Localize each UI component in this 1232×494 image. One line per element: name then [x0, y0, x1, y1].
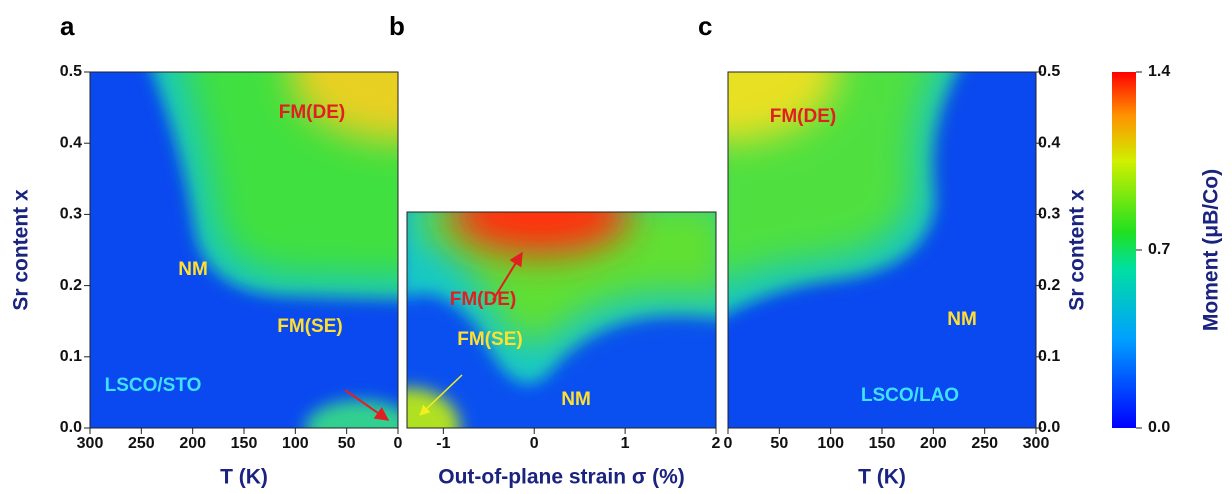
x-axis-label: T (K)	[220, 466, 268, 489]
y-tick-label: 0.0	[1038, 419, 1060, 436]
x-tick-label: 100	[282, 435, 309, 452]
y-tick-label: 0.2	[1038, 277, 1060, 294]
x-tick-label: 50	[338, 435, 356, 452]
y-tick-label: 0.0	[60, 419, 82, 436]
y-axis-label: Sr content x	[1066, 189, 1089, 311]
annotation: FM(SE)	[277, 316, 342, 337]
x-tick-label: 250	[128, 435, 155, 452]
x-tick-label: 250	[971, 435, 998, 452]
annotation: FM(DE)	[279, 102, 345, 123]
y-axis-label: Sr content x	[10, 189, 33, 311]
panel-label: b	[389, 11, 405, 41]
x-tick-label: 150	[231, 435, 258, 452]
x-tick-label: 0	[724, 435, 733, 452]
x-tick-label: 300	[77, 435, 104, 452]
y-tick-label: 0.4	[1038, 134, 1060, 151]
y-tick-label: 0.5	[60, 63, 82, 80]
x-tick-label: 0	[394, 435, 403, 452]
annotation: FM(DE)	[770, 106, 836, 127]
y-tick-label: 0.5	[1038, 63, 1060, 80]
x-tick-label: 100	[817, 435, 844, 452]
colorbar-tick-label: 1.4	[1148, 63, 1170, 80]
y-tick-label: 0.2	[60, 277, 82, 294]
y-tick-label: 0.1	[1038, 348, 1060, 365]
x-tick-label: 1	[621, 435, 630, 452]
colorbar-tick-label: 0.7	[1148, 241, 1170, 258]
arrow	[344, 389, 390, 421]
annotation: FM(SE)	[457, 329, 522, 350]
annotation: LSCO/STO	[105, 375, 202, 396]
colorbar-tick-label: 0.0	[1148, 419, 1170, 436]
y-tick-label: 0.4	[60, 134, 82, 151]
arrow	[419, 374, 463, 416]
annotation: LSCO/LAO	[861, 385, 959, 406]
x-tick-label: 200	[920, 435, 947, 452]
x-tick-label: 2	[712, 435, 721, 452]
panel-label: c	[698, 11, 712, 41]
panel-label: a	[60, 11, 75, 41]
annotation: FM(DE)	[450, 289, 516, 310]
y-tick-label: 0.3	[60, 206, 82, 223]
y-tick-label: 0.3	[1038, 206, 1060, 223]
y-tick-label: 0.1	[60, 348, 82, 365]
arrow	[492, 251, 523, 301]
annotation: NM	[947, 309, 977, 330]
x-axis-label: T (K)	[858, 466, 906, 489]
x-axis-label: Out-of-plane strain σ (%)	[438, 466, 685, 489]
x-tick-label: 50	[770, 435, 788, 452]
x-tick-label: 0	[530, 435, 539, 452]
plot-frame	[406, 211, 717, 429]
colorbar	[1112, 72, 1136, 428]
heatmap-b	[407, 212, 716, 428]
annotation: NM	[178, 259, 208, 280]
heatmap-a	[90, 72, 398, 428]
x-tick-label: -1	[436, 435, 450, 452]
x-tick-label: 150	[869, 435, 896, 452]
heatmap-c	[728, 72, 1036, 428]
x-tick-label: 200	[179, 435, 206, 452]
annotation: NM	[561, 389, 591, 410]
x-tick-label: 300	[1023, 435, 1050, 452]
colorbar-label: Moment (μB/Co)	[1200, 169, 1223, 331]
